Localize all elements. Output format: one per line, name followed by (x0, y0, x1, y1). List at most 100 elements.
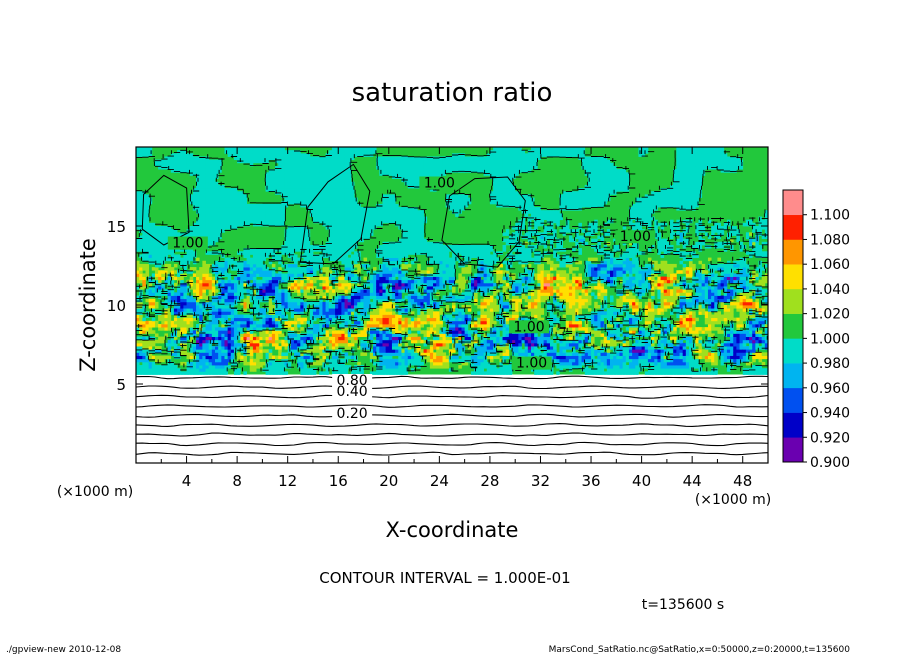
field-cell (151, 428, 156, 432)
field-cell (202, 273, 206, 277)
field-cell (177, 390, 181, 394)
field-cell (281, 178, 285, 183)
field-cell (246, 317, 251, 322)
field-cell (148, 437, 153, 442)
field-cell (268, 428, 273, 432)
field-cell (306, 188, 311, 192)
field-cell (218, 399, 222, 404)
field-cell (215, 421, 219, 426)
field-cell (294, 352, 298, 356)
field-cell (189, 156, 194, 161)
field-cell (142, 396, 146, 401)
field-cell (300, 412, 304, 416)
field-cell (177, 355, 181, 360)
field-cell (151, 421, 156, 426)
field-cell (303, 459, 308, 463)
field-cell (211, 333, 216, 337)
field-cell (227, 219, 232, 224)
field-cell (240, 203, 244, 208)
field-cell (312, 409, 317, 413)
field-cell (256, 450, 260, 454)
field-cell (227, 197, 232, 202)
field-cell (246, 203, 251, 208)
field-cell (294, 286, 298, 290)
field-cell (199, 200, 203, 205)
field-cell (243, 222, 247, 227)
field-cell (170, 361, 175, 366)
field-cell (208, 273, 213, 277)
field-cell (281, 301, 285, 306)
field-cell (246, 352, 251, 356)
field-cell (281, 162, 285, 167)
field-cell (331, 434, 336, 439)
field-cell (335, 418, 339, 423)
field-cell (199, 450, 203, 454)
field-cell (136, 352, 140, 356)
field-cell (259, 323, 263, 328)
field-cell (224, 450, 229, 454)
field-cell (136, 273, 140, 277)
field-cell (164, 229, 168, 233)
field-cell (183, 305, 187, 309)
field-cell (237, 387, 241, 391)
field-cell (297, 323, 301, 328)
field-cell (331, 184, 336, 189)
field-cell (139, 248, 143, 252)
field-cell (312, 184, 317, 189)
field-cell (142, 365, 146, 369)
field-cell (142, 406, 146, 410)
field-cell (199, 431, 203, 435)
field-cell (297, 308, 301, 312)
field-cell (183, 459, 187, 463)
field-cell (154, 305, 159, 309)
field-cell (312, 393, 317, 398)
field-cell (275, 365, 279, 369)
field-cell (221, 188, 225, 192)
field-cell (297, 399, 301, 404)
field-cell (335, 453, 339, 458)
field-cell (167, 282, 172, 287)
field-cell (268, 270, 273, 274)
field-cell (158, 248, 162, 252)
field-cell (230, 390, 235, 394)
field-cell (164, 333, 168, 337)
field-cell (211, 311, 216, 315)
field-cell (173, 317, 178, 322)
field-cell (215, 450, 219, 454)
field-cell (287, 434, 292, 439)
field-cell (306, 273, 311, 277)
field-cell (145, 349, 150, 353)
field-cell (218, 425, 222, 429)
field-cell (265, 159, 270, 164)
field-cell (290, 254, 295, 258)
field-cell (262, 377, 266, 382)
field-cell (316, 172, 320, 176)
field-cell (290, 339, 295, 344)
field-cell (218, 308, 222, 312)
field-cell (208, 169, 213, 173)
field-cell (335, 355, 339, 360)
field-cell (180, 437, 184, 442)
field-cell (199, 406, 203, 410)
field-cell (230, 305, 235, 309)
field-cell (290, 459, 295, 463)
field-cell (262, 292, 266, 296)
field-cell (259, 203, 263, 208)
field-cell (218, 336, 222, 341)
field-cell (170, 374, 175, 379)
field-cell (259, 365, 263, 369)
field-cell (205, 222, 210, 227)
field-cell (243, 402, 247, 407)
field-cell (275, 421, 279, 426)
field-cell (331, 197, 336, 202)
field-cell (158, 257, 162, 262)
field-cell (271, 184, 276, 189)
field-cell (161, 437, 165, 442)
field-cell (335, 229, 339, 233)
field-cell (192, 396, 197, 401)
field-cell (294, 434, 298, 439)
field-cell (233, 412, 238, 416)
field-cell (211, 371, 216, 375)
field-cell (284, 377, 289, 382)
field-cell (196, 323, 200, 328)
